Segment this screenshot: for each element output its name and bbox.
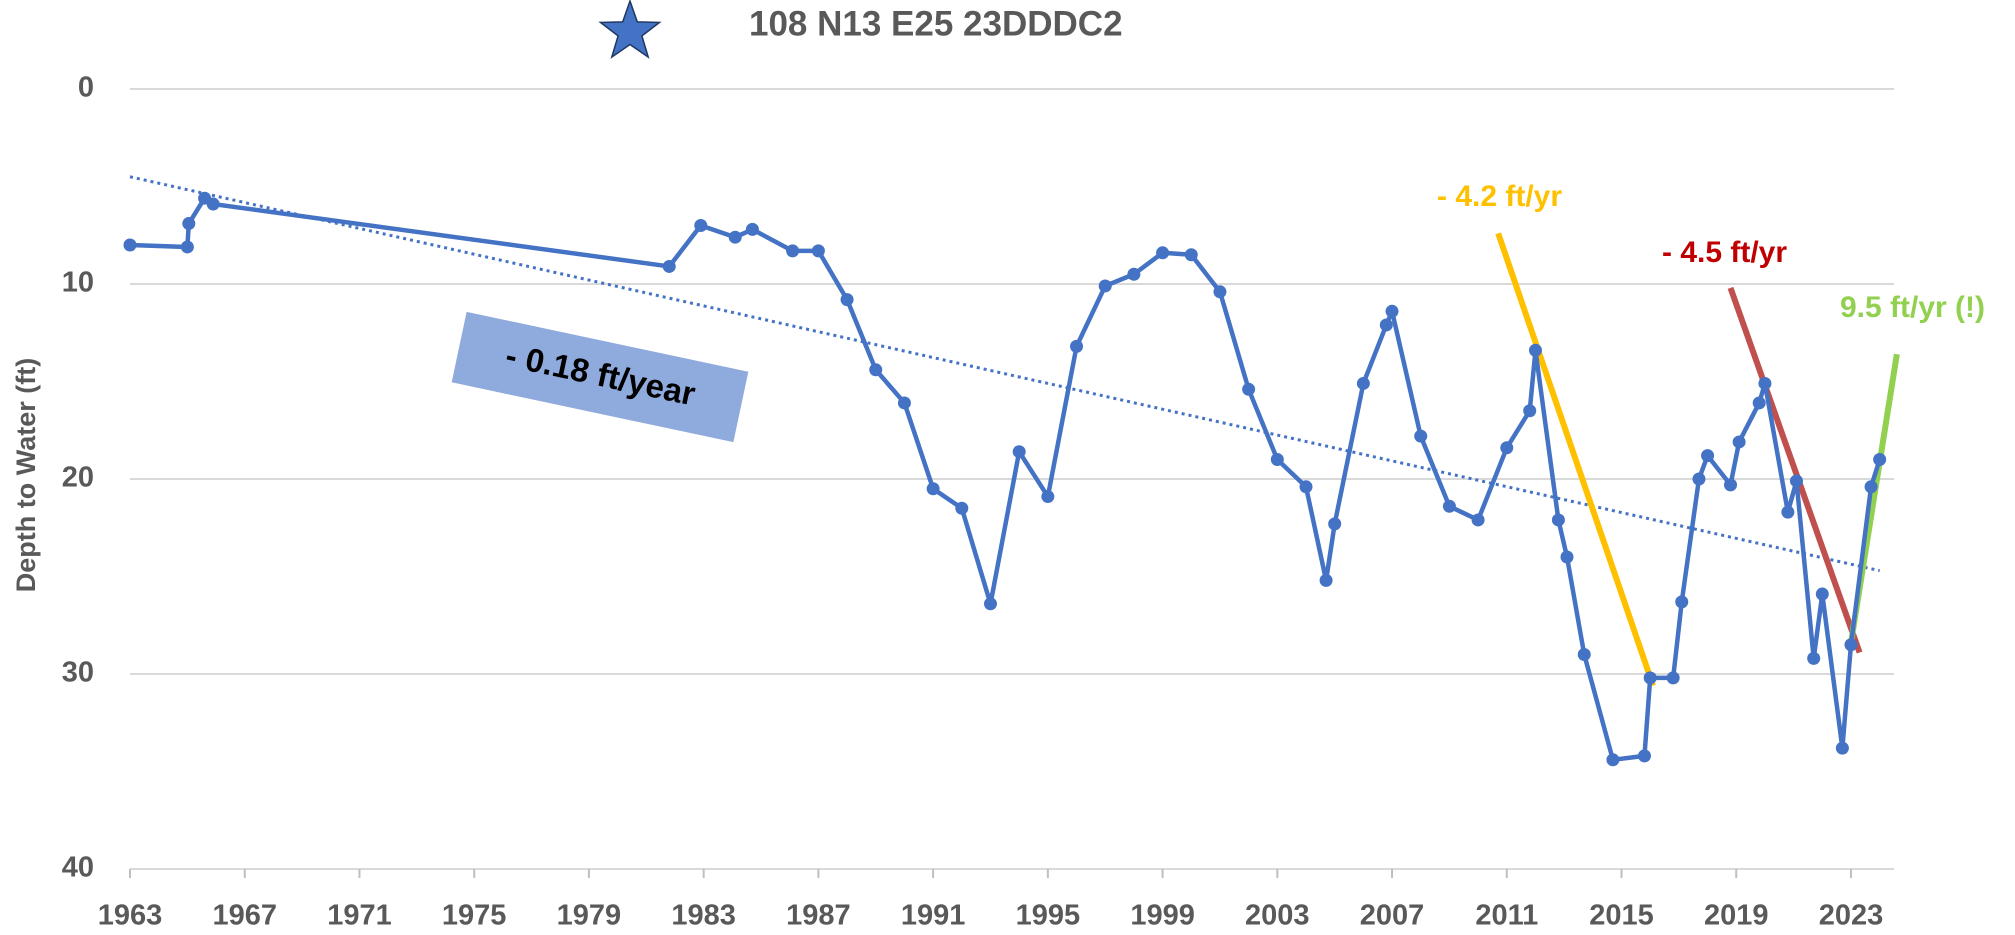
x-tick-label: 2003 [1245,900,1310,932]
x-tick-label: 1983 [671,900,736,932]
data-point [1724,478,1738,492]
data-point [123,238,137,252]
data-point [1701,449,1715,463]
data-point [1156,246,1170,260]
x-tick-label: 1967 [212,900,277,932]
trendline [1727,286,1863,654]
data-point [1442,499,1456,513]
data-point [694,219,708,232]
data-point [1356,376,1370,390]
data-point [1675,595,1689,609]
data-point [662,259,676,273]
legend-label: 108 N13 E25 23DDDC2 [749,4,1123,43]
data-point [1414,429,1428,443]
data-point [926,482,940,496]
data-point [728,230,742,244]
data-point [1319,573,1333,587]
x-tick-label: 2007 [1360,900,1425,932]
annotation: 9.5 ft/yr (!) [1840,291,1985,324]
data-point [1560,550,1574,564]
data-point [745,222,759,236]
data-point [1098,279,1112,293]
x-tick-label: 1963 [98,900,163,932]
annotation-box: - 0.18 ft/year [451,311,749,443]
data-point [1781,505,1795,519]
data-point [1752,396,1766,410]
data-point [1758,376,1772,390]
data-point [1577,648,1591,661]
data-point [840,293,854,307]
x-tick-label: 1999 [1130,900,1195,932]
x-tick-label: 1975 [442,900,507,932]
data-point [1270,453,1284,466]
data-point [206,197,220,211]
data-point [1551,513,1565,527]
x-tick-label: 2019 [1704,900,1769,932]
data-point [983,597,997,611]
data-point [1864,480,1878,494]
annotation-background [451,311,749,443]
data-point [1012,445,1026,459]
data-point [1471,513,1485,527]
data-point [1606,753,1620,767]
annotation: - 4.2 ft/yr [1437,180,1562,213]
data-point [1127,267,1141,281]
data-point [1637,749,1651,763]
y-tick-label: 10 [62,267,94,299]
data-point [1643,671,1657,685]
legend-marker [598,0,662,59]
data-point [1328,517,1342,531]
x-tick-label: 1991 [901,900,966,932]
data-point [955,501,969,515]
data-point [1523,404,1537,418]
y-tick-label: 0 [78,72,94,104]
data-point [1500,441,1514,455]
data-point [786,244,800,258]
trendline [1495,232,1656,687]
x-tick-label: 1979 [557,900,622,932]
data-point [1835,741,1849,755]
data-point [1299,480,1313,494]
y-tick-label: 40 [62,852,94,884]
y-tick-label: 20 [62,462,94,494]
overall-trendline [129,175,1880,573]
data-point [1528,343,1542,357]
data-point [1844,638,1858,652]
data-point [1692,472,1706,486]
data-point [180,240,194,254]
x-tick-label: 2015 [1589,900,1654,932]
data-point [1242,382,1256,396]
y-axis-label: Depth to Water (ft) [11,358,41,592]
data-point [1213,285,1227,299]
x-tick-label: 1971 [327,900,392,932]
data-point [897,396,911,410]
data-point [1041,490,1055,504]
data-point [1815,587,1829,601]
data-point [182,217,196,231]
data-point [1385,304,1399,318]
x-tick-label: 2011 [1475,900,1538,932]
data-point [1379,318,1393,332]
x-tick-label: 1987 [786,900,851,932]
annotation: - 4.5 ft/yr [1662,236,1787,269]
data-point [1873,453,1887,466]
data-point [1070,339,1084,353]
data-point [1184,248,1198,262]
data-point [869,363,883,377]
data-point [1807,651,1821,665]
x-tick-label: 1995 [1016,900,1081,932]
y-tick-label: 30 [62,657,94,689]
data-point [811,244,825,258]
data-point [1732,435,1746,449]
data-point [1789,474,1803,488]
x-tick-label: 2023 [1819,900,1884,932]
data-point [1666,671,1680,685]
